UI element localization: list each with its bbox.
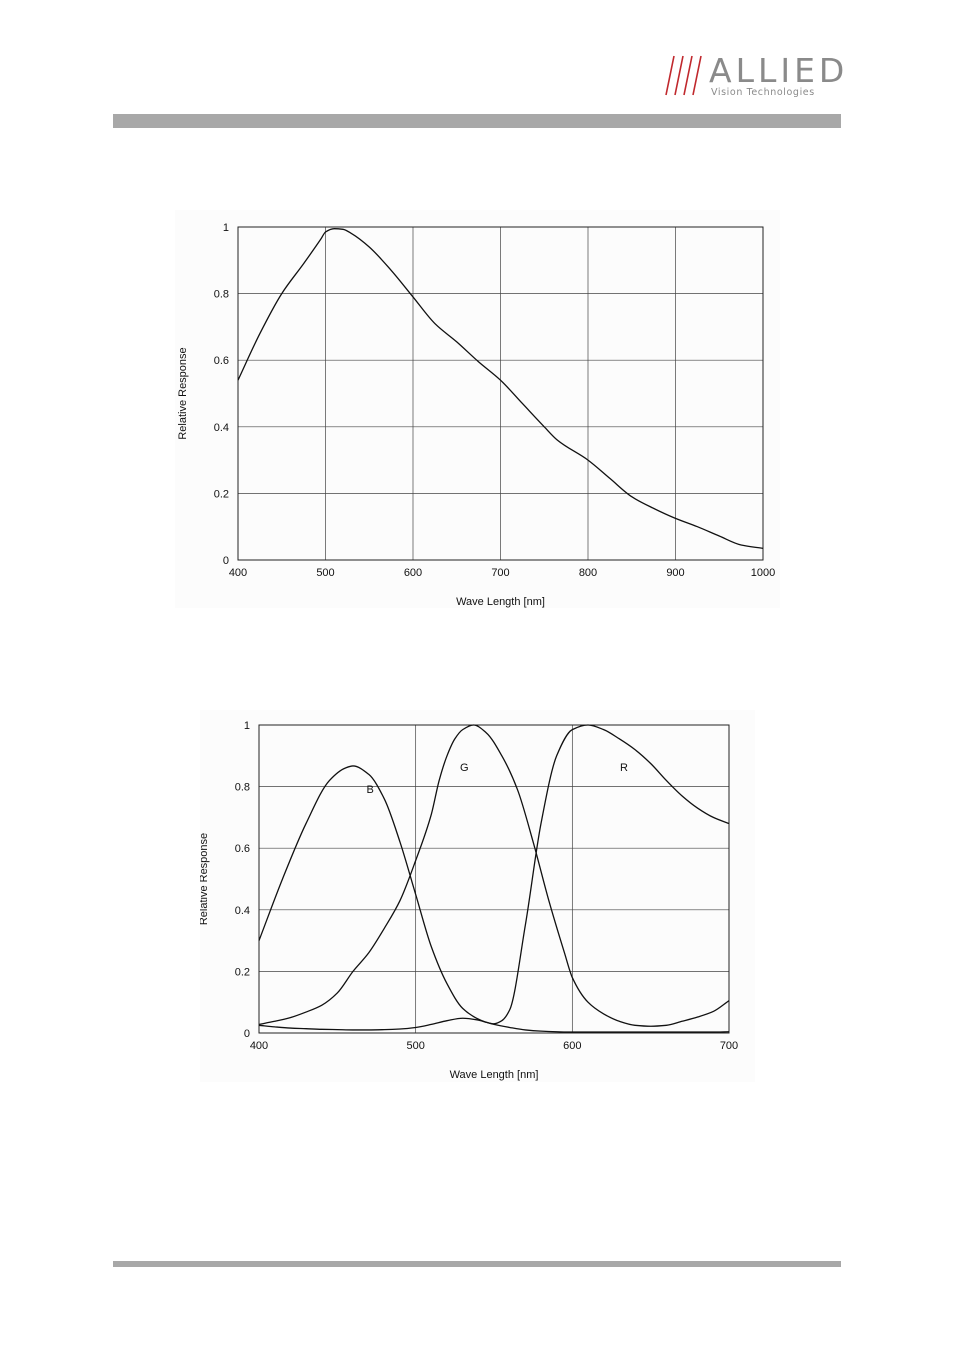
chart1-y-tick-label-2: 0.4 [214, 422, 229, 434]
allied-logo: ALLIED Vision Technologies [662, 52, 844, 102]
logo-name: ALLIED [709, 51, 849, 90]
chart1-x-tick-label-1: 500 [316, 567, 334, 579]
chart2-y-tick-label-1: 0.2 [235, 966, 250, 978]
chart1-x-tick-label-3: 700 [491, 567, 509, 579]
color-spectral-response-plot: 400 500 600 700 0 0.2 0.4 0.6 0.8 1 Wave Length [n… [198, 710, 755, 1082]
chart2-annotation-g: G [460, 762, 469, 774]
chart2-annotation-b: B [367, 784, 374, 796]
chart2-x-tick-label-2: 600 [563, 1040, 581, 1052]
chart1-x-tick-label-0: 400 [229, 567, 247, 579]
chart1-x-tick-label-6: 1000 [751, 567, 775, 579]
chart1-x-tick-label-4: 800 [579, 567, 597, 579]
chart1-x-tick-label-2: 600 [404, 567, 422, 579]
chart2-y-tick-label-2: 0.4 [235, 905, 250, 917]
mono-spectral-response-plot: 400 500 600 700 800 900 1000 0 0.2 0.4 0.6 0.8 1 Wave… [175, 210, 780, 608]
chart1-x-tick-label-5: 900 [666, 567, 684, 579]
chart2-y-tick-label-0: 0 [244, 1028, 250, 1040]
chart1-y-tick-label-3: 0.6 [214, 355, 229, 367]
chart1-y-axis-title: Relative Response [177, 347, 189, 439]
chart2-series-line-1 [258, 724, 730, 1025]
chart1-series-line-0 [237, 228, 764, 549]
logo-slash-2 [674, 55, 684, 96]
chart2-plot-frame [258, 724, 730, 1034]
chart2-annotation-r: R [620, 762, 628, 774]
chart2-y-tick-label-5: 1 [244, 720, 250, 732]
chart1-y-tick-label-0: 0 [223, 555, 229, 567]
chart2-y-tick-label-3: 0.6 [235, 843, 250, 855]
chart1-y-tick-label-4: 0.8 [214, 289, 229, 301]
logo-slash-4 [692, 55, 702, 96]
chart2-background [200, 710, 755, 1082]
chart2-x-tick-label-1: 500 [406, 1040, 424, 1052]
chart1-plot-frame [237, 226, 764, 561]
logo-tagline: Vision Technologies [711, 87, 815, 98]
chart2-series-line-2 [258, 724, 730, 1027]
chart2-x-tick-label-3: 700 [720, 1040, 738, 1052]
mono-spectral-response-chart: 400 500 600 700 800 900 1000 0 0.2 0.4 0.6 0.8 1 Wave… [175, 210, 780, 608]
header-divider-bar [113, 114, 841, 128]
chart1-y-tick-label-1: 0.2 [214, 488, 229, 500]
chart2-y-axis-title: Relative Response [200, 833, 210, 925]
color-spectral-response-chart: 400 500 600 700 0 0.2 0.4 0.6 0.8 1 Wave Length [n… [198, 710, 755, 1082]
chart1-y-tick-label-5: 1 [223, 222, 229, 234]
chart2-y-tick-label-4: 0.8 [235, 782, 250, 794]
logo-slash-3 [683, 55, 693, 96]
chart2-x-tick-label-0: 400 [250, 1040, 268, 1052]
chart2-x-axis-title: Wave Length [nm] [450, 1069, 539, 1081]
footer-divider-bar [113, 1261, 841, 1267]
logo-slashes-icon [665, 55, 702, 96]
chart1-x-axis-title: Wave Length [nm] [456, 596, 545, 608]
logo-slash-1 [665, 55, 675, 96]
chart1-background [175, 210, 780, 608]
